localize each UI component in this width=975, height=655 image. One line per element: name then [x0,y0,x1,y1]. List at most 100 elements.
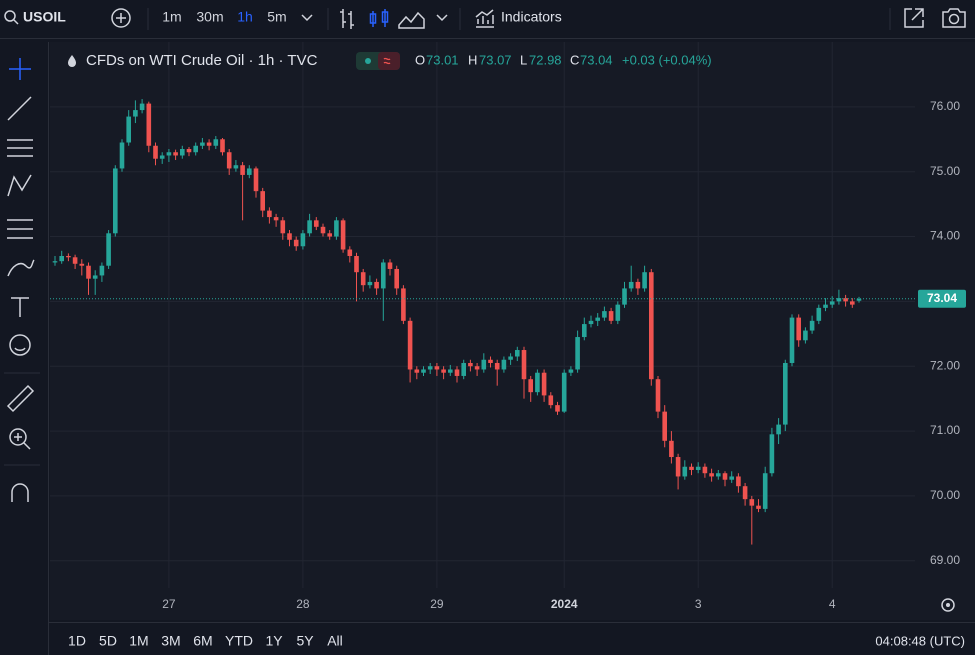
interval-button[interactable]: 5m [267,9,286,25]
candle-body [273,217,279,221]
candle-body [153,145,158,159]
candle-body [287,233,292,240]
candle-body [508,356,513,360]
chart-pane [50,42,975,620]
symbol-search[interactable]: USOIL [4,9,66,25]
indicators-button[interactable]: Indicators [501,9,562,25]
candle-body [113,168,118,234]
zoom-tool[interactable] [9,428,27,446]
source-icon [68,55,76,67]
axes: 69.0070.0071.0072.0073.0074.0075.0076.00… [50,99,966,611]
last-price-tag [918,289,966,308]
candle-body [226,152,232,169]
interval-dropdown[interactable] [301,14,313,22]
crosshair-tool[interactable] [9,58,31,80]
ruler-tool[interactable] [6,384,35,413]
magnet-tool[interactable] [11,483,29,502]
candle-body [541,372,547,396]
candle-body [434,366,440,370]
candle-body [642,272,647,289]
style-dropdown[interactable] [436,14,448,22]
candle-body [809,320,815,331]
candle-body [233,165,239,169]
range-button[interactable]: 3M [161,633,180,649]
brush-tool[interactable] [7,259,35,277]
x-tick-label: 4 [829,597,836,611]
emoji-tool[interactable] [9,334,31,356]
zoom-icon [14,433,31,450]
candle-body [501,359,507,370]
candle-body [247,168,252,175]
candle-body [327,233,332,237]
candle-body [568,369,574,373]
candle-body [816,307,822,321]
candle-body [488,359,493,363]
range-button[interactable]: 5D [99,633,117,649]
prediction-tool[interactable] [7,219,33,239]
candle-body [387,262,393,269]
x-tick-label: 2024 [551,597,578,611]
candle-body [106,233,111,266]
range-button[interactable]: YTD [225,633,253,649]
interval-button[interactable]: 30m [196,9,223,25]
candle-body [695,466,701,470]
candle-body [789,317,795,363]
candle-body [528,379,533,393]
candle-body [186,148,192,153]
search-icon [4,10,16,22]
interval-button-active[interactable]: 1h [237,9,253,25]
range-button[interactable]: 1D [68,633,86,649]
y-tick-label: 76.00 [930,99,960,113]
candle-body [454,369,460,376]
x-tick-label: 28 [296,597,310,611]
candle-body [769,434,775,474]
candle-body [159,155,165,159]
candle-body [133,110,138,117]
range-button[interactable]: All [327,633,343,649]
settings-button[interactable] [941,598,955,612]
y-tick-label: 69.00 [930,553,960,567]
compare-button[interactable] [111,8,131,28]
trendline-tool[interactable] [7,96,32,121]
x-tick-label: 29 [430,597,444,611]
range-button[interactable]: 1Y [265,633,283,649]
candle-body [749,499,755,506]
candle-body [608,311,614,321]
interval-button[interactable]: 1m [162,9,181,25]
text-tool[interactable] [11,297,29,317]
candle-body [742,486,748,500]
y-tick-label: 72.00 [930,358,960,372]
candle-body [66,255,71,258]
candle-body [334,220,339,237]
candle-body [535,372,540,393]
legend-title: CFDs on WTI Crude Oil · 1h · TVC [86,52,318,69]
candle-body [575,337,580,370]
candle-body [602,311,607,318]
bars-style[interactable] [340,9,354,29]
candle-body [461,362,466,376]
candle-body [635,281,641,289]
x-tick-label: 3 [695,597,702,611]
range-button[interactable]: 1M [129,633,148,649]
candle-body [59,255,64,262]
range-button[interactable]: 5Y [296,633,314,649]
candle-body [441,369,446,373]
area-style[interactable] [398,11,425,29]
pattern-tool[interactable] [7,174,32,197]
range-button[interactable]: 6M [193,633,212,649]
candle-body [280,220,286,234]
symbol[interactable]: USOIL [23,9,66,25]
candle-body [722,473,728,480]
candle-body [86,265,91,279]
candle-body [347,249,353,256]
candle-body [803,330,808,341]
candle-body [139,103,145,111]
fib-tool[interactable] [7,139,33,157]
candle-body [655,379,661,412]
share-button[interactable] [904,8,924,28]
snapshot-button[interactable] [942,8,966,28]
snapshot-icon [948,13,960,25]
indicators-icon[interactable] [475,9,494,28]
candle-body [421,369,426,373]
candle-body [99,265,105,276]
